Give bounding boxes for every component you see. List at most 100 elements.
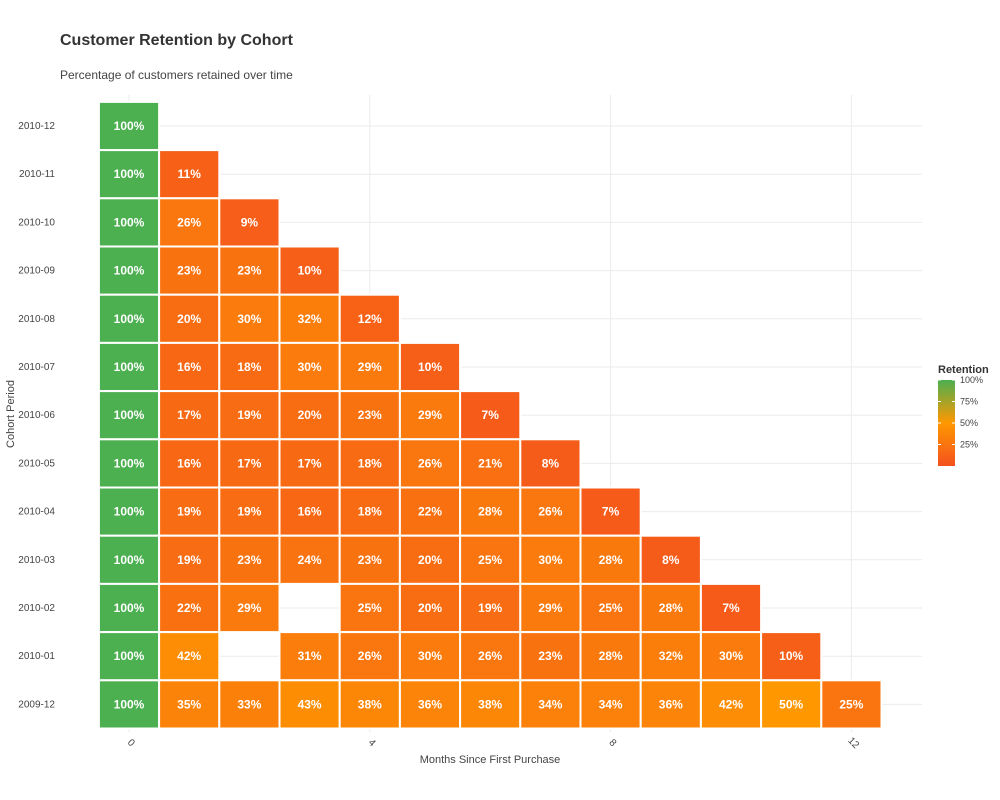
cell-value-label: 100% — [114, 360, 145, 374]
cell-value-label: 100% — [114, 601, 145, 615]
cell-value-label: 26% — [177, 215, 201, 229]
cell-value-label: 28% — [659, 601, 683, 615]
cell-value-label: 30% — [418, 649, 442, 663]
cell-value-label: 32% — [298, 312, 322, 326]
cell-value-label: 8% — [542, 456, 560, 470]
heatmap-cell — [158, 679, 221, 730]
cell-value-label: 16% — [298, 505, 322, 519]
cell-value-label: 20% — [418, 553, 442, 567]
cell-value-label: 29% — [538, 601, 562, 615]
cell-value-label: 100% — [114, 119, 145, 133]
cell-value-label: 28% — [478, 505, 502, 519]
heatmap-cell — [338, 679, 401, 730]
heatmap-cell — [278, 245, 341, 296]
heatmap-cell — [218, 486, 281, 537]
cell-value-label: 36% — [659, 697, 683, 711]
heatmap-cell — [97, 534, 161, 585]
legend-tick-label: 50% — [960, 418, 978, 428]
cell-value-label: 21% — [478, 456, 502, 470]
y-axis-ticks: 2010-12 2010-11 2010-10 2010-09 2010-08 2010-… — [18, 121, 55, 710]
cell-value-label: 43% — [298, 697, 322, 711]
heatmap-cell — [158, 438, 221, 489]
heatmap-cell — [97, 390, 161, 441]
heatmap-cell — [699, 631, 763, 682]
cell-value-label: 30% — [719, 649, 743, 663]
heatmap-cell — [579, 582, 642, 634]
heatmap-cell — [158, 197, 221, 248]
cell-value-label: 28% — [599, 649, 623, 663]
heatmap-cell — [278, 534, 341, 585]
heatmap-cell — [699, 679, 763, 730]
heatmap-cell — [820, 679, 883, 730]
heatmap-cell — [398, 390, 462, 441]
legend-tick-label: 100% — [960, 375, 983, 385]
cell-value-label: 31% — [298, 649, 322, 663]
cell-value-label: 12% — [358, 312, 382, 326]
cell-value-label: 100% — [114, 553, 145, 567]
cell-value-label: 42% — [177, 649, 201, 663]
cell-value-label: 9% — [241, 215, 259, 229]
legend-tick-label: 25% — [960, 440, 978, 450]
x-tick-label: 0 — [125, 737, 137, 749]
chart-subtitle: Percentage of customers retained over ti… — [60, 68, 293, 82]
heatmap-cell — [97, 486, 161, 537]
heatmap-cell — [760, 679, 823, 730]
cell-value-label: 8% — [662, 553, 680, 567]
cell-value-label: 19% — [177, 553, 201, 567]
cell-value-label: 23% — [237, 264, 261, 278]
cell-value-label: 16% — [177, 360, 201, 374]
heatmap-cell — [218, 390, 281, 441]
y-axis-title: Cohort Period — [5, 380, 17, 448]
cell-value-label: 34% — [538, 697, 562, 711]
cell-value-label: 7% — [722, 601, 740, 615]
x-tick-label: 8 — [607, 737, 619, 749]
cell-value-label: 30% — [298, 360, 322, 374]
cell-value-label: 19% — [478, 601, 502, 615]
cell-value-label: 26% — [478, 649, 502, 663]
heatmap-cell — [97, 438, 161, 489]
heatmap-cells: 100% 100% 11% 100% 26% 9% 100% 23% 23% 10% 100% 20%… — [97, 100, 883, 730]
cell-value-label: 22% — [177, 601, 201, 615]
cell-value-label: 100% — [114, 264, 145, 278]
heatmap-cell — [97, 293, 161, 344]
heatmap-cell — [158, 245, 221, 296]
legend-tick-label: 75% — [960, 397, 978, 407]
y-tick-label: 2010-10 — [18, 217, 55, 228]
cell-value-label: 18% — [358, 456, 382, 470]
heatmap-cell — [97, 582, 161, 634]
cell-value-label: 34% — [599, 697, 623, 711]
heatmap-cell — [278, 679, 341, 730]
cell-value-label: 25% — [599, 601, 623, 615]
cell-value-label: 42% — [719, 697, 743, 711]
heatmap-cell — [398, 679, 462, 730]
cell-value-label: 20% — [177, 312, 201, 326]
cell-value-label: 50% — [779, 697, 803, 711]
cell-value-label: 17% — [177, 408, 201, 422]
y-tick-label: 2010-09 — [18, 266, 55, 277]
y-tick-label: 2009-12 — [18, 699, 55, 710]
cell-value-label: 100% — [114, 312, 145, 326]
cell-value-label: 100% — [114, 649, 145, 663]
heatmap-cell — [278, 293, 341, 344]
cell-value-label: 25% — [358, 601, 382, 615]
cell-value-label: 100% — [114, 408, 145, 422]
heatmap-cell — [338, 438, 401, 489]
y-tick-label: 2010-01 — [18, 651, 55, 662]
heatmap-cell — [218, 293, 281, 344]
cell-value-label: 25% — [478, 553, 502, 567]
heatmap-cell — [639, 534, 702, 585]
cell-value-label: 100% — [114, 697, 145, 711]
heatmap-cell — [158, 534, 221, 585]
cell-value-label: 19% — [177, 505, 201, 519]
heatmap-cell — [459, 486, 522, 537]
cell-value-label: 16% — [177, 456, 201, 470]
cell-value-label: 11% — [178, 167, 202, 181]
heatmap-cell — [97, 197, 161, 248]
y-tick-label: 2010-12 — [18, 121, 55, 132]
y-tick-label: 2010-06 — [18, 410, 55, 421]
cell-value-label: 30% — [538, 553, 562, 567]
y-tick-label: 2010-11 — [19, 169, 55, 180]
cell-value-label: 29% — [358, 360, 382, 374]
